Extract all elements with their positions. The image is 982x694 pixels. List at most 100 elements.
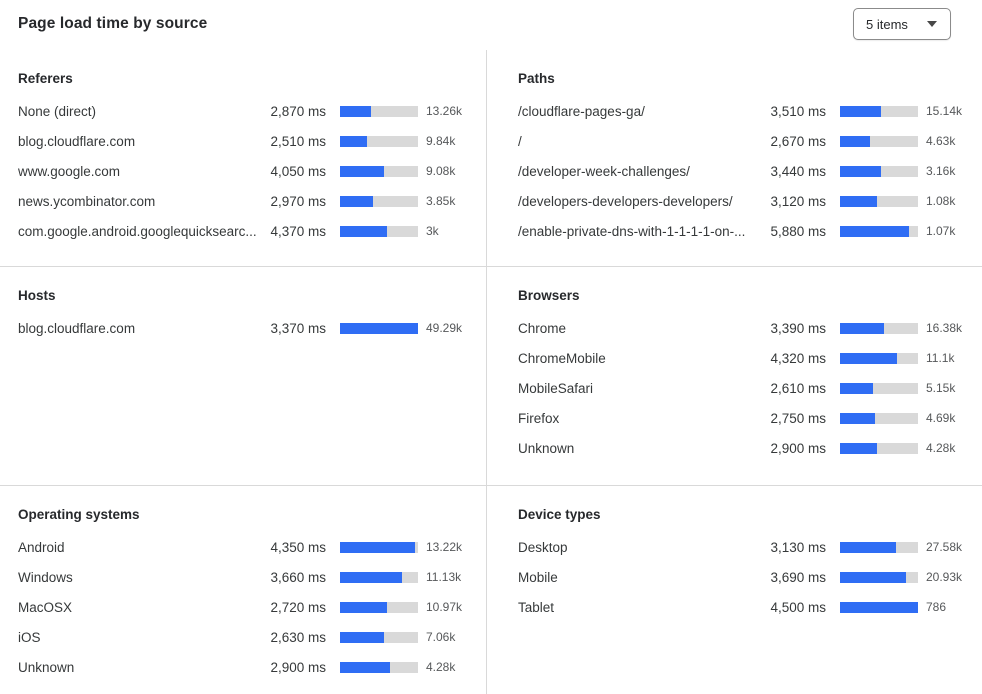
metric-row[interactable]: ChromeMobile 4,320 ms 11.1k <box>518 343 970 373</box>
metric-row[interactable]: Tablet 4,500 ms 786 <box>518 592 970 622</box>
row-label: Mobile <box>518 569 558 585</box>
row-bar-track <box>840 165 918 177</box>
row-bar-track <box>840 382 918 394</box>
row-count: 7.06k <box>426 630 456 644</box>
row-count: 4.28k <box>926 441 956 455</box>
row-value-ms: 2,670 ms <box>770 133 826 149</box>
row-value-ms: 4,320 ms <box>770 350 826 366</box>
row-label: Tablet <box>518 599 555 615</box>
row-count: 20.93k <box>926 570 963 584</box>
items-count-dropdown[interactable]: 5 items <box>853 8 951 40</box>
row-count: 13.26k <box>426 104 463 118</box>
row-value-ms: 4,370 ms <box>270 223 326 239</box>
row-count: 4.28k <box>426 660 456 674</box>
row-count: 15.14k <box>926 104 963 118</box>
metric-row[interactable]: blog.cloudflare.com 2,510 ms 9.84k <box>18 126 470 156</box>
row-label: www.google.com <box>18 163 121 179</box>
metric-row[interactable]: Chrome 3,390 ms 16.38k <box>518 313 970 343</box>
row-bar-fill <box>340 661 390 673</box>
row-value-ms: 2,510 ms <box>270 133 326 149</box>
metric-row[interactable]: Windows 3,660 ms 11.13k <box>18 562 470 592</box>
row-value-ms: 4,350 ms <box>270 539 326 555</box>
row-label: Firefox <box>518 410 560 426</box>
row-count: 3.85k <box>426 194 456 208</box>
row-count: 5.15k <box>926 381 956 395</box>
metric-row[interactable]: news.ycombinator.com 2,970 ms 3.85k <box>18 186 470 216</box>
row-value-ms: 3,440 ms <box>770 163 826 179</box>
metric-row[interactable]: Desktop 3,130 ms 27.58k <box>518 532 970 562</box>
row-value-ms: 3,390 ms <box>770 320 826 336</box>
row-count: 9.84k <box>426 134 456 148</box>
metric-row[interactable]: /enable-private-dns-with-1-1-1-1-on-... … <box>518 216 970 246</box>
metric-row[interactable]: Mobile 3,690 ms 20.93k <box>518 562 970 592</box>
metric-row[interactable]: blog.cloudflare.com 3,370 ms 49.29k <box>18 313 470 343</box>
metric-row[interactable]: com.google.android.googlequicksearc... 4… <box>18 216 470 246</box>
row-label: Windows <box>18 569 73 585</box>
row-bar-fill <box>340 135 368 147</box>
row-count: 786 <box>926 600 947 614</box>
row-value-ms: 2,720 ms <box>270 599 326 615</box>
row-bar-fill <box>340 225 387 237</box>
row-count: 3.16k <box>926 164 956 178</box>
panel-referers: Referers None (direct) 2,870 ms 13.26k b… <box>0 50 486 266</box>
row-label: MacOSX <box>18 599 73 615</box>
metric-row[interactable]: Unknown 2,900 ms 4.28k <box>18 652 470 682</box>
row-label: iOS <box>18 629 41 645</box>
row-bar-fill <box>340 541 415 553</box>
row-label: None (direct) <box>18 103 97 119</box>
row-bar-fill <box>340 165 384 177</box>
row-count: 27.58k <box>926 540 963 554</box>
metric-row[interactable]: www.google.com 4,050 ms 9.08k <box>18 156 470 186</box>
row-value-ms: 3,370 ms <box>270 320 326 336</box>
metric-row[interactable]: None (direct) 2,870 ms 13.26k <box>18 96 470 126</box>
row-bar-fill <box>840 165 881 177</box>
metric-row[interactable]: Unknown 2,900 ms 4.28k <box>518 433 970 463</box>
metric-row[interactable]: /cloudflare-pages-ga/ 3,510 ms 15.14k <box>518 96 970 126</box>
metric-row[interactable]: Android 4,350 ms 13.22k <box>18 532 470 562</box>
row-bar-track <box>340 105 418 117</box>
row-label: /developer-week-challenges/ <box>518 163 690 179</box>
row-bar-fill <box>340 601 387 613</box>
row-bar-track <box>340 322 418 334</box>
row-bar-fill <box>840 412 876 424</box>
metric-row[interactable]: /developer-week-challenges/ 3,440 ms 3.1… <box>518 156 970 186</box>
row-value-ms: 2,750 ms <box>770 410 826 426</box>
row-label: Unknown <box>518 440 575 456</box>
metric-row[interactable]: MacOSX 2,720 ms 10.97k <box>18 592 470 622</box>
metric-row[interactable]: MobileSafari 2,610 ms 5.15k <box>518 373 970 403</box>
row-bar-track <box>340 541 418 553</box>
row-bar-track <box>840 412 918 424</box>
row-value-ms: 2,870 ms <box>270 103 326 119</box>
row-bar-track <box>840 442 918 454</box>
row-bar-track <box>840 571 918 583</box>
row-bar-track <box>340 571 418 583</box>
row-value-ms: 3,130 ms <box>770 539 826 555</box>
row-label: Desktop <box>518 539 568 555</box>
panel-hosts: Hosts blog.cloudflare.com 3,370 ms 49.29… <box>0 266 486 485</box>
row-bar-track <box>840 195 918 207</box>
row-bar-track <box>840 352 918 364</box>
metric-row[interactable]: / 2,670 ms 4.63k <box>518 126 970 156</box>
row-value-ms: 3,660 ms <box>270 569 326 585</box>
metric-row[interactable]: /developers-developers-developers/ 3,120… <box>518 186 970 216</box>
row-label: /developers-developers-developers/ <box>518 193 733 209</box>
metric-row[interactable]: Firefox 2,750 ms 4.69k <box>518 403 970 433</box>
row-label: Android <box>18 539 65 555</box>
row-count: 16.38k <box>926 321 963 335</box>
chevron-down-icon <box>927 21 937 27</box>
row-value-ms: 2,630 ms <box>270 629 326 645</box>
row-label: MobileSafari <box>518 380 594 396</box>
row-bar-fill <box>340 322 418 334</box>
row-count: 3k <box>426 224 439 238</box>
row-bar-fill <box>340 631 385 643</box>
row-bar-fill <box>840 352 897 364</box>
panel-browsers: Browsers Chrome 3,390 ms 16.38k ChromeMo… <box>486 266 982 485</box>
panel-operating-systems: Operating systems Android 4,350 ms 13.22… <box>0 485 486 694</box>
row-label: Unknown <box>18 659 75 675</box>
row-label: / <box>518 133 522 149</box>
metric-row[interactable]: iOS 2,630 ms 7.06k <box>18 622 470 652</box>
row-bar-fill <box>840 382 873 394</box>
row-bar-fill <box>840 541 897 553</box>
row-bar-fill <box>840 322 885 334</box>
panel-title: Operating systems <box>18 507 140 522</box>
